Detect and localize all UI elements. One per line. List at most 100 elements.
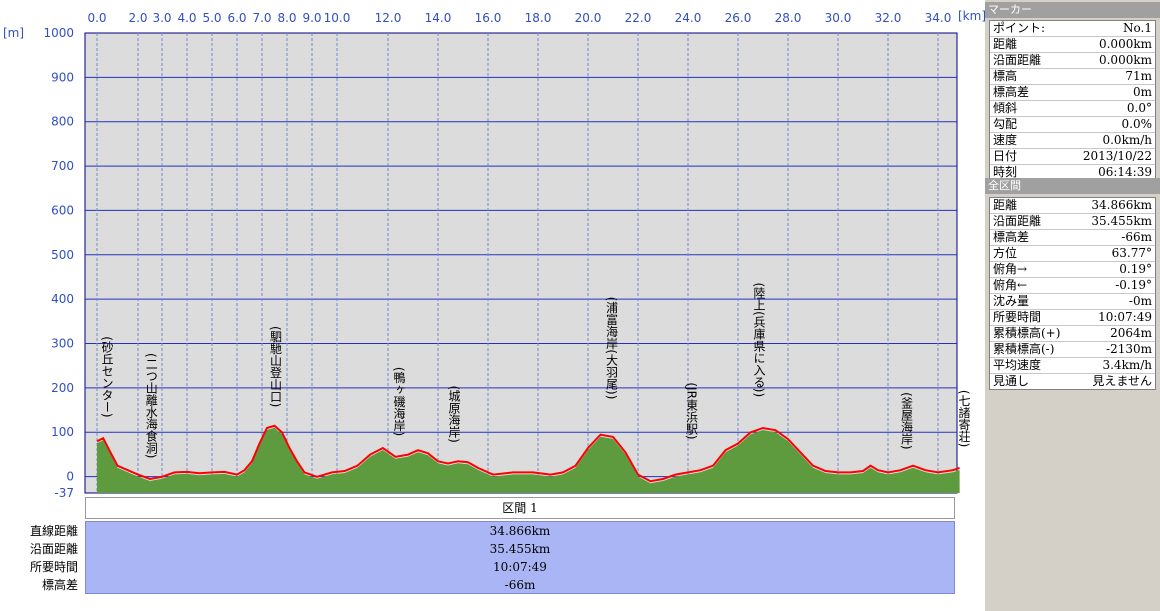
x-tick-label: 8.0 (277, 11, 296, 25)
y-tick-label: 1000 (43, 26, 74, 40)
x-tick-label: 30.0 (825, 11, 852, 25)
waypoint-label: (釜屋海岸) (900, 392, 914, 449)
section-label: 直線距離 (29, 524, 78, 538)
panel-row: 時刻 06:14:39 (990, 165, 1155, 180)
panel-row: 平均速度 3.4km/h (990, 358, 1155, 374)
panel-row-label: 沿面距離 (993, 214, 1042, 228)
waypoint-label: (JR東浜駅) (685, 382, 699, 439)
panel-row-label: 俯角→ (993, 262, 1028, 276)
panel-row: 累積標高(+) 2064m (990, 326, 1155, 342)
panel-row-label: 日付 (993, 149, 1018, 163)
x-tick-label: 0.0 (87, 11, 106, 25)
panel-row-label: 所要時間 (993, 310, 1042, 324)
panel-row-value: 10:07:49 (1098, 310, 1152, 324)
waypoint-label: (七諸寄荘) (957, 390, 971, 447)
panel-row: 距離 0.000km (990, 37, 1155, 53)
panel-row-label: 時刻 (993, 165, 1018, 179)
waypoint-label: (浦富海岸(大羽尾)) (605, 297, 619, 400)
x-tick-label: 12.0 (375, 11, 402, 25)
y-tick-label: 100 (51, 425, 74, 439)
panel-row-value: No.1 (1123, 21, 1152, 35)
panel-row: 方位 63.77° (990, 246, 1155, 262)
panel-row-label: 平均速度 (993, 358, 1042, 372)
panel-row: 標高差 -66m (990, 230, 1155, 246)
panel-row-label: 勾配 (993, 117, 1018, 131)
panel-row-value: -2130m (1106, 342, 1152, 356)
section-label: 標高差 (41, 578, 78, 592)
panel-row: 俯角→ 0.19° (990, 262, 1155, 278)
panel-row-value: 0.0% (1121, 117, 1153, 131)
panel-row-label: 標高差 (993, 230, 1030, 244)
panel-row: 見通し 見えません (990, 374, 1155, 389)
elevation-chart[interactable]: [m] [km] 1000 900 800 700 600 500 400 300 200 100… (0, 0, 986, 611)
waypoint-label: (砂丘センター) (100, 336, 114, 417)
panel-row-value: 0.000km (1098, 53, 1152, 67)
y-tick-label: 300 (51, 337, 74, 351)
x-tick-label: 2.0 (128, 11, 147, 25)
panel-row-label: 沈み量 (993, 294, 1030, 308)
panel-row: 傾斜 0.0° (990, 101, 1155, 117)
x-tick-label: 26.0 (725, 11, 752, 25)
y-tick-label: 200 (51, 381, 74, 395)
x-tick-label: 28.0 (775, 11, 802, 25)
panel-row: 速度 0.0km/h (990, 133, 1155, 149)
panel-row-value: 2064m (1110, 326, 1152, 340)
panel-row: 標高差 0m (990, 85, 1155, 101)
panel-row-label: ポイント: (993, 21, 1046, 35)
x-tick-label: 3.0 (152, 11, 171, 25)
panel-row-value: 0.000km (1098, 37, 1152, 51)
panel-row-value: 0.0° (1126, 101, 1152, 115)
waypoint-label: (鴨ヶ磯海岸) (392, 367, 406, 436)
y-axis-unit: [m] (3, 26, 25, 40)
panel-row-value: 71m (1125, 69, 1152, 83)
panel-row-label: 見通し (993, 374, 1030, 388)
panel-row-label: 累積標高(-) (993, 342, 1055, 356)
panel-row: 沿面距離 35.455km (990, 214, 1155, 230)
waypoint-label: (二つ山離水海食洞) (144, 353, 158, 458)
y-tick-label: 600 (51, 203, 74, 217)
x-tick-label: 20.0 (575, 11, 602, 25)
section-value: 10:07:49 (493, 560, 547, 574)
panel-row: 日付 2013/10/22 (990, 149, 1155, 165)
panel-row-label: 標高差 (993, 85, 1030, 99)
waypoint-label: (駟馳山登山口) (269, 326, 283, 407)
x-tick-label: 10.0 (324, 11, 351, 25)
marker-panel: ポイント: No.1 距離 0.000km 沿面距離 0.000km 標高 71m 標高差 0m 傾… (989, 20, 1156, 181)
y-tick-label: -37 (54, 486, 74, 497)
panel-row-value: 2013/10/22 (1082, 149, 1152, 163)
panel-row-value: 63.77° (1111, 246, 1152, 260)
panel-row-label: 傾斜 (993, 101, 1018, 115)
panel-row: 標高 71m (990, 69, 1155, 85)
panel-row: 距離 34.866km (990, 198, 1155, 214)
elevation-line (96, 424, 960, 483)
panel-row-value: -66m (1121, 230, 1152, 244)
section-label: 沿面距離 (29, 542, 78, 556)
panel-row: 所要時間 10:07:49 (990, 310, 1155, 326)
elevation-area (97, 427, 960, 493)
section-header[interactable]: 区間 1 (85, 497, 955, 519)
panel-row: 累積標高(-) -2130m (990, 342, 1155, 358)
x-tick-label: 18.0 (525, 11, 552, 25)
x-tick-label: 14.0 (425, 11, 452, 25)
panel-row-value: 0.0km/h (1102, 133, 1152, 147)
panel-row-value: 3.4km/h (1102, 358, 1152, 372)
panel-row-label: 速度 (993, 133, 1018, 147)
section-label: 所要時間 (29, 560, 78, 574)
panel-row-label: 沿面距離 (993, 53, 1042, 67)
panel-row: 勾配 0.0% (990, 117, 1155, 133)
panel-row: 沿面距離 0.000km (990, 53, 1155, 69)
panel-row-value: 35.455km (1091, 214, 1152, 228)
x-tick-label: 32.0 (875, 11, 902, 25)
panel-row-label: 方位 (993, 246, 1018, 260)
x-tick-label: 7.0 (252, 11, 271, 25)
panel-row-value: 0m (1132, 85, 1152, 99)
x-tick-label: 24.0 (675, 11, 702, 25)
y-tick-label: 0 (66, 470, 74, 484)
x-tick-label: 6.0 (227, 11, 246, 25)
panel-row-value: -0.19° (1115, 278, 1152, 292)
panel-row-label: 標高 (993, 69, 1018, 83)
y-tick-label: 800 (51, 115, 74, 129)
panel-row-value: 06:14:39 (1098, 165, 1152, 179)
waypoint-label: (城原海岸) (447, 385, 461, 442)
